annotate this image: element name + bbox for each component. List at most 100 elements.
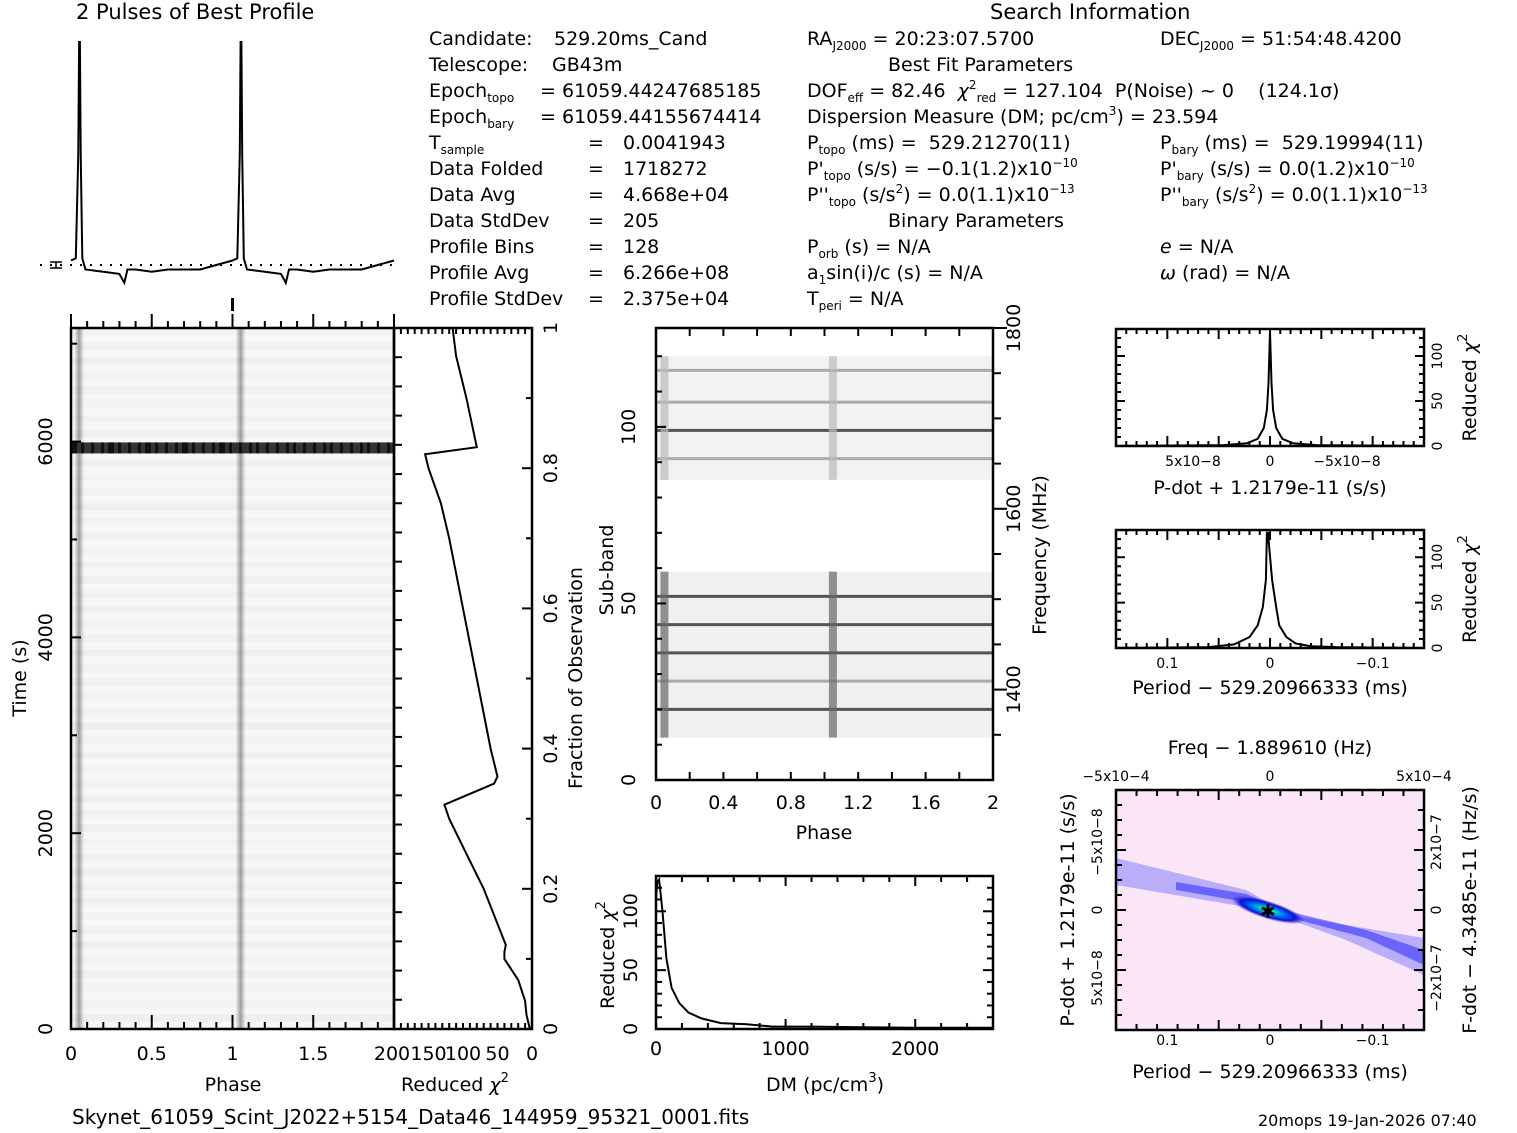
y-tick-label: 0	[1090, 906, 1106, 915]
bright-row-stripe	[108, 442, 111, 454]
info-label-text: Data StdDev	[429, 210, 550, 232]
plot-frame	[392, 326, 534, 1031]
x-tick-label: 0	[650, 1038, 662, 1060]
bright-row-stripe	[71, 442, 74, 454]
info-label: Profile Avg	[429, 262, 529, 284]
bright-row-stripe	[276, 442, 279, 454]
bright-row-stripe	[377, 442, 380, 454]
info-value: 61059.44155674414	[562, 106, 762, 128]
y-axis-label: Reduced χ2	[1456, 334, 1481, 442]
pdtopo-value: −0.1(1.2)x10	[925, 158, 1053, 180]
y2-tick-label: 1800	[1003, 304, 1025, 352]
noise-row	[71, 839, 394, 846]
noise-row	[71, 518, 394, 525]
info-label-text: Candidate:	[429, 28, 533, 50]
x-tick-label: 0	[526, 1043, 538, 1065]
p-pdot-plot: ✱ 0.1 0 −0.1 −5x10−4 0 5x10−4 −5x10−8 0 5x10−8 2x1…	[1057, 737, 1481, 1083]
info-label-text: T	[429, 132, 441, 154]
y-axis-label: Time (s)	[9, 639, 31, 717]
y-axis-label: Reduced χ2	[594, 901, 619, 1009]
bright-row-stripe	[81, 442, 84, 454]
ptopo-row: Ptopo (ms) = 529.21270(11)	[807, 132, 1071, 157]
y-tick-label: 0.8	[540, 453, 562, 483]
chart-title: Freq − 1.889610 (Hz)	[1168, 737, 1372, 759]
ptopo-value: 529.21270(11)	[928, 132, 1071, 154]
pdot-chi2-plot: 5x10−8 0 −5x10−8 0 50 100 P-dot + 1.2179e-11 (…	[1114, 327, 1481, 499]
bright-row-stripe	[340, 442, 343, 454]
y-tick-label: 6000	[35, 417, 57, 465]
y-axis-label: Fraction of Observation	[565, 567, 587, 789]
x-tick-label: 0.8	[776, 792, 806, 814]
bright-row-stripe	[330, 442, 333, 454]
info-label: Profile StdDev	[429, 288, 563, 310]
noise-row	[71, 416, 394, 423]
bright-row-stripe	[350, 442, 353, 454]
y-tick-label: 50	[620, 958, 642, 982]
noise-row	[71, 562, 394, 569]
bright-row-stripe	[239, 442, 242, 454]
noise-row	[71, 752, 394, 759]
x-tick-label: 50	[485, 1043, 509, 1065]
bright-row-stripe	[74, 442, 77, 454]
x2-tick-label: 0	[1266, 769, 1275, 785]
info-label: Candidate:	[429, 28, 533, 50]
bright-row-stripe	[323, 442, 326, 454]
a1sini-value: N/A	[949, 262, 983, 284]
pdbary-row: P'bary (s/s) = 0.0(1.2)x10−10	[1160, 156, 1415, 183]
y-tick-label: 2000	[35, 809, 57, 857]
bright-row-stripe	[165, 442, 168, 454]
noise-row	[71, 810, 394, 817]
info-value: 6.266e+08	[623, 262, 730, 284]
noise-row	[71, 679, 394, 686]
bright-row-stripe	[155, 442, 158, 454]
dm-chi2-plot: 0 1000 2000 0 50 100 DM (pc/cm3) Reduced χ2	[594, 874, 995, 1096]
y2-axis-label: Frequency (MHz)	[1029, 475, 1051, 635]
bright-row-stripe	[111, 442, 114, 454]
noise-row	[71, 912, 394, 919]
x-tick-label: 200	[374, 1043, 410, 1065]
x-tick-label: 1.5	[298, 1043, 328, 1065]
info-label-text: Telescope:	[429, 54, 529, 76]
pdtopo-row: P'topo (s/s) = −0.1(1.2)x10−10	[807, 156, 1078, 183]
noise-row	[71, 722, 394, 729]
y-tick-label: 0.6	[540, 593, 562, 623]
y2-tick-label: 1400	[1003, 665, 1025, 713]
best-fit-header: Best Fit Parameters	[888, 54, 1074, 76]
y-tick-label: 100	[1430, 544, 1446, 571]
noise-row	[71, 664, 394, 671]
y-tick-label: 100	[618, 409, 640, 445]
chi2-value: 127.104	[1024, 80, 1103, 102]
profile-line	[70, 41, 395, 286]
x-tick-label: 100	[445, 1043, 481, 1065]
noise-row	[71, 605, 394, 612]
info-value: 0.0041943	[623, 132, 726, 154]
y2-tick-label: 0	[1429, 906, 1445, 915]
bright-row-stripe	[249, 442, 252, 454]
info-label-text: Profile Avg	[429, 262, 530, 284]
noise-row	[71, 503, 394, 510]
dof-chi2-row: DOFeff = 82.46 χ2red = 127.104 P(Noise) …	[807, 78, 1340, 105]
bright-row-stripe	[91, 442, 94, 454]
subband-row	[656, 679, 993, 683]
noise-row	[71, 474, 394, 481]
bright-row	[71, 442, 394, 454]
x-tick-label: 0.1	[1156, 656, 1178, 672]
subband-row	[656, 707, 993, 711]
y-tick-label: 0	[618, 774, 640, 786]
noise-row	[71, 372, 394, 379]
x-tick-label: 1.2	[843, 792, 873, 814]
pddbary-row: P''bary (s/s2) = 0.0(1.1)x10−13	[1160, 182, 1428, 209]
ecc-row: e = N/A	[1160, 236, 1234, 258]
noise-row	[71, 868, 394, 875]
dm-chi2-line	[655, 876, 993, 1029]
noise-row	[71, 547, 394, 554]
info-label-sub: topo	[487, 91, 515, 105]
y-tick-label: 4000	[35, 613, 57, 661]
noise-row	[71, 898, 394, 905]
pulse-band	[660, 571, 669, 738]
y2-tick-label: −2x10−7	[1429, 944, 1445, 1011]
x-tick-label: 0.1	[1156, 1033, 1178, 1049]
x-axis-label: Phase	[796, 822, 853, 844]
time-phase-plot: 0 2000 4000 6000 0 0.5 1 1.5 Phase Time (s)	[9, 314, 396, 1096]
best-fit-marker: ✱	[1260, 901, 1276, 923]
